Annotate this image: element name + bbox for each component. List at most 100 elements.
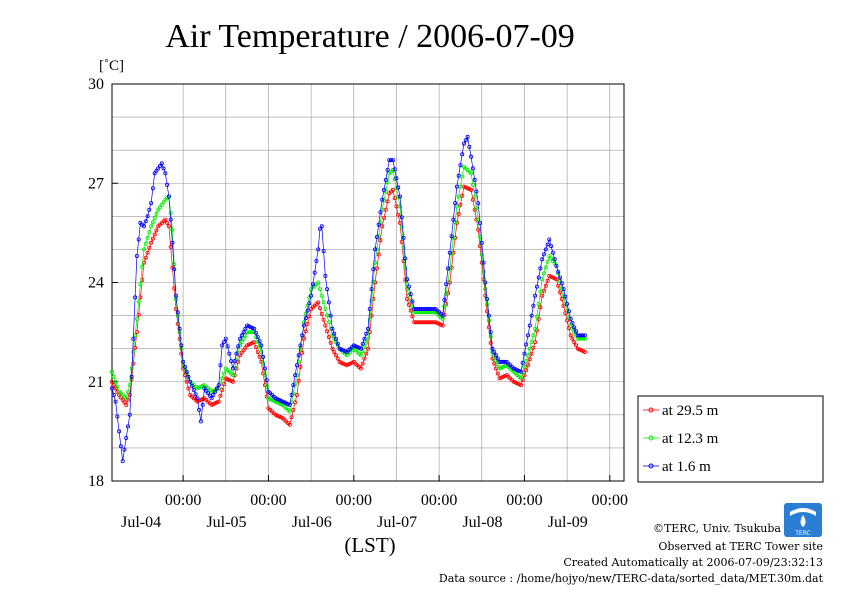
- series-point: [205, 391, 210, 396]
- series-point: [330, 326, 335, 331]
- series-point: [529, 313, 534, 318]
- series-point: [403, 256, 408, 261]
- series-point: [458, 202, 463, 207]
- series-point: [358, 346, 363, 351]
- series-point: [531, 345, 536, 350]
- series-point: [111, 383, 116, 388]
- series-point: [460, 174, 465, 179]
- series-point: [213, 389, 218, 394]
- series-point: [483, 287, 488, 292]
- series-point: [131, 336, 136, 341]
- series-point: [442, 297, 447, 302]
- series-point: [134, 316, 139, 321]
- series-point: [312, 270, 317, 275]
- series-point: [518, 369, 523, 374]
- series-point: [581, 333, 586, 338]
- series-point: [191, 387, 196, 392]
- series-point: [563, 294, 568, 299]
- series-point: [410, 299, 415, 304]
- series-point: [221, 339, 226, 344]
- series-point: [485, 302, 490, 307]
- series-point: [305, 308, 310, 313]
- series-point: [182, 364, 187, 369]
- series-point: [300, 333, 305, 338]
- series-point: [540, 293, 545, 298]
- series-point: [221, 382, 226, 387]
- series-point: [572, 340, 577, 345]
- series-point: [287, 422, 292, 427]
- series-point: [518, 376, 523, 381]
- series-point: [399, 225, 404, 230]
- series-point: [543, 265, 548, 270]
- series-point: [472, 177, 477, 182]
- series-point: [166, 194, 171, 199]
- series-point: [536, 275, 541, 280]
- series-point: [129, 374, 134, 379]
- series-point: [408, 292, 413, 297]
- series-point: [252, 326, 257, 331]
- series-point: [239, 339, 244, 344]
- x-tick-time-label: 00:00: [250, 492, 286, 509]
- series-point: [524, 342, 529, 347]
- series-point: [495, 362, 500, 367]
- series-point: [319, 311, 324, 316]
- legend-label: at 12.3 m: [662, 431, 719, 447]
- series-point: [189, 383, 194, 388]
- series-point: [218, 363, 223, 368]
- series-point: [328, 313, 333, 318]
- series-point: [122, 447, 127, 452]
- series-point: [198, 419, 203, 424]
- y-tick-label: 24: [88, 275, 104, 292]
- series-point: [316, 247, 321, 252]
- series-point: [287, 409, 292, 414]
- series-point: [230, 379, 235, 384]
- footer-copyright: ©TERC, Univ. Tsukuba: [653, 522, 781, 535]
- series-point: [170, 240, 175, 245]
- series-point: [488, 330, 493, 335]
- series-point: [184, 369, 189, 374]
- series-point: [321, 300, 326, 305]
- series-point: [161, 166, 166, 171]
- series-point: [556, 269, 561, 274]
- series-3: [110, 134, 587, 464]
- series-point: [447, 250, 452, 255]
- series-point: [168, 217, 173, 222]
- series-point: [300, 350, 305, 355]
- series-point: [492, 349, 497, 354]
- series-point: [467, 144, 472, 149]
- series-point: [456, 211, 461, 216]
- series-point: [582, 349, 587, 354]
- series-point: [140, 264, 145, 269]
- series-point: [481, 260, 486, 265]
- y-tick-label: 30: [88, 76, 104, 93]
- series-point: [542, 288, 547, 293]
- x-tick-date-label: Jul-05: [206, 514, 246, 531]
- series-point: [381, 187, 386, 192]
- series-point: [390, 187, 395, 192]
- series-point: [554, 263, 559, 268]
- series-point: [376, 252, 381, 257]
- series-point: [479, 252, 484, 257]
- series-point: [529, 339, 534, 344]
- series-point: [172, 267, 177, 272]
- series-point: [335, 341, 340, 346]
- series-point: [261, 354, 266, 359]
- series-point: [397, 194, 402, 199]
- series-point: [255, 335, 260, 340]
- series-point: [538, 289, 543, 294]
- series-point: [195, 396, 200, 401]
- series-point: [556, 283, 561, 288]
- series-point: [399, 215, 404, 220]
- x-tick-time-label: 00:00: [592, 492, 628, 509]
- series-point: [316, 300, 321, 305]
- series-point: [177, 336, 182, 341]
- series-point: [136, 237, 141, 242]
- series-point: [526, 353, 531, 358]
- series-point: [444, 282, 449, 287]
- series-point: [124, 396, 129, 401]
- series-point: [157, 163, 162, 168]
- series-point: [542, 252, 547, 257]
- series-point: [572, 325, 577, 330]
- series-point: [131, 361, 136, 366]
- series-point: [559, 281, 564, 286]
